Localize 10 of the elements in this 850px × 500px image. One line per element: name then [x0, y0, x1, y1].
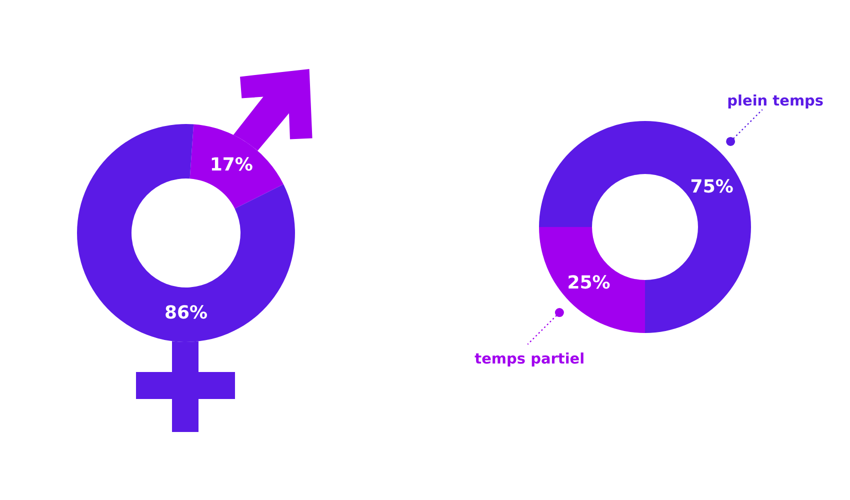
data-label: 25%	[567, 272, 610, 294]
donut-slice	[539, 227, 645, 333]
slice-label: plein temps	[727, 94, 824, 110]
donut-slice	[539, 121, 751, 333]
donut-slice	[190, 124, 284, 209]
data-label: 86%	[164, 302, 208, 324]
data-label: 17%	[210, 154, 253, 176]
donut-slice	[77, 124, 295, 342]
data-label: 75%	[690, 176, 734, 198]
slice-label: temps partiel	[474, 351, 585, 368]
